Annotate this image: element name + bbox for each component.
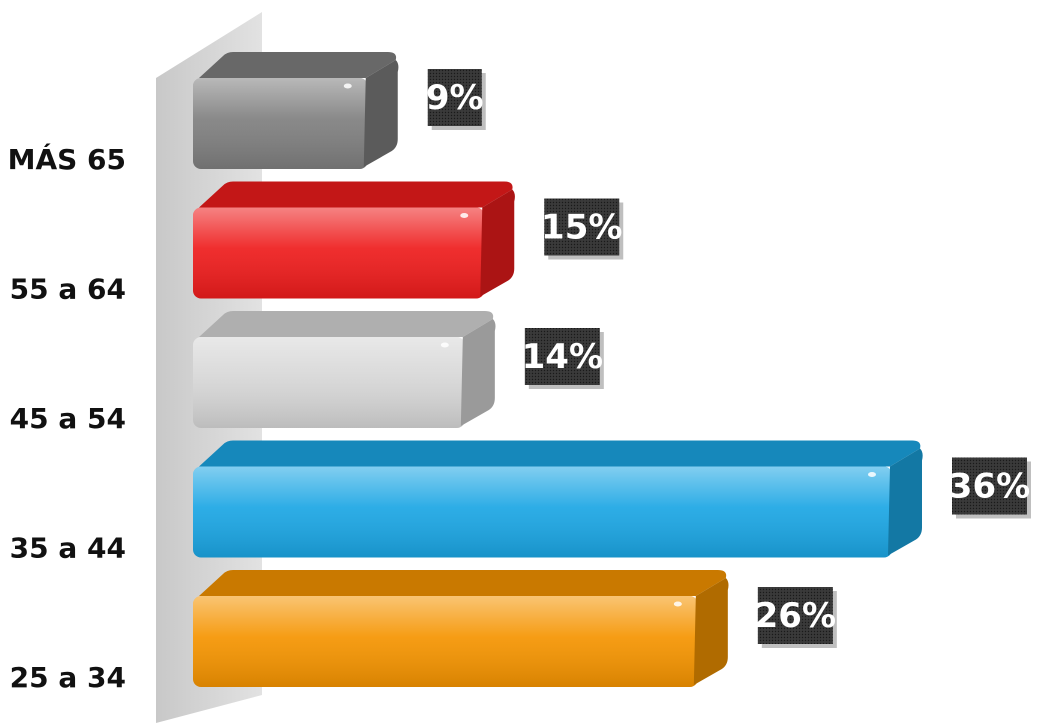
bar-1 [193,52,399,169]
bar-2 [193,181,515,299]
category-label: 25 a 34 [10,661,126,694]
bar-front-shine [193,596,698,687]
value-label: 14% [522,328,604,389]
category-label: 45 a 54 [10,402,126,435]
value-label-text: 14% [522,337,603,377]
category-label: 55 a 64 [10,273,126,306]
bar-top-face [199,52,397,78]
bar-highlight [460,213,469,218]
bar-5 [193,570,729,687]
bar-side-face [888,448,923,556]
bar-highlight [343,83,352,89]
value-label-box [544,198,620,256]
value-label-box [524,328,600,385]
value-label: 15% [541,198,624,260]
value-label: 36% [949,457,1031,519]
bar-side-face [480,189,515,297]
value-label-text: 36% [949,467,1030,507]
value-label-text: 15% [541,208,622,248]
value-label-text: 26% [755,596,836,636]
value-label-box [952,457,1027,515]
value-label-box [427,69,482,126]
bar-highlight [673,601,682,607]
bar-front-shine [193,337,465,428]
value-label: 9% [426,69,486,130]
bar-top-face [199,570,727,596]
bar-4 [193,440,923,558]
value-label: 26% [755,587,837,648]
bar-3 [193,311,496,428]
bar-top-face [199,181,513,208]
bar-side-face [363,60,399,167]
bar-side-face [693,578,729,685]
bar-highlight [868,472,876,477]
bar-top-face [199,311,494,337]
value-label-text: 9% [426,78,484,118]
category-label: 35 a 44 [10,532,126,565]
bar-front-shine [193,207,485,299]
bar-front-shine [193,78,368,169]
bar-highlight [440,342,449,348]
bar-top-face [199,440,921,467]
bar-side-face [460,319,496,426]
bar-front-shine [193,466,892,558]
category-label: MÁS 65 [8,142,126,176]
value-label-box [757,587,833,644]
